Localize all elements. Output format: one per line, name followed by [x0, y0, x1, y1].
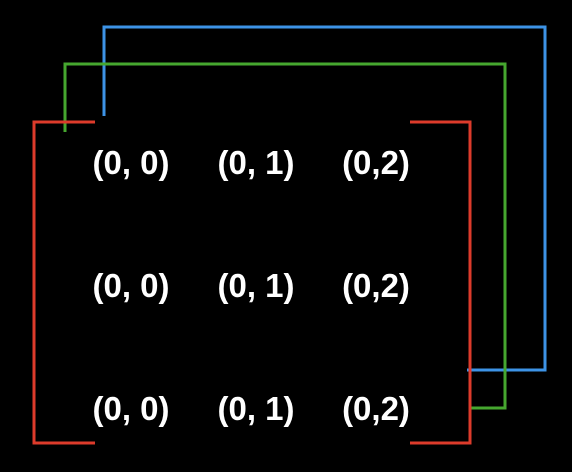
middle-layer-outline	[63, 62, 507, 410]
matrix-cell: (0, 1)	[217, 267, 295, 304]
front-right-bracket	[410, 120, 472, 445]
front-left-bracket	[32, 120, 95, 445]
matrix-cell: (0, 1)	[217, 144, 295, 181]
matrix-cell: (0, 0)	[92, 267, 170, 304]
matrix-cell: (0,2)	[342, 144, 410, 181]
back-layer-outline	[102, 25, 547, 372]
matrix-cell: (0, 0)	[92, 144, 170, 181]
matrix-cell: (0,2)	[342, 390, 410, 427]
matrix-cell: (0, 1)	[217, 390, 295, 427]
matrix-cell: (0,2)	[342, 267, 410, 304]
matrix-cell: (0, 0)	[92, 390, 170, 427]
